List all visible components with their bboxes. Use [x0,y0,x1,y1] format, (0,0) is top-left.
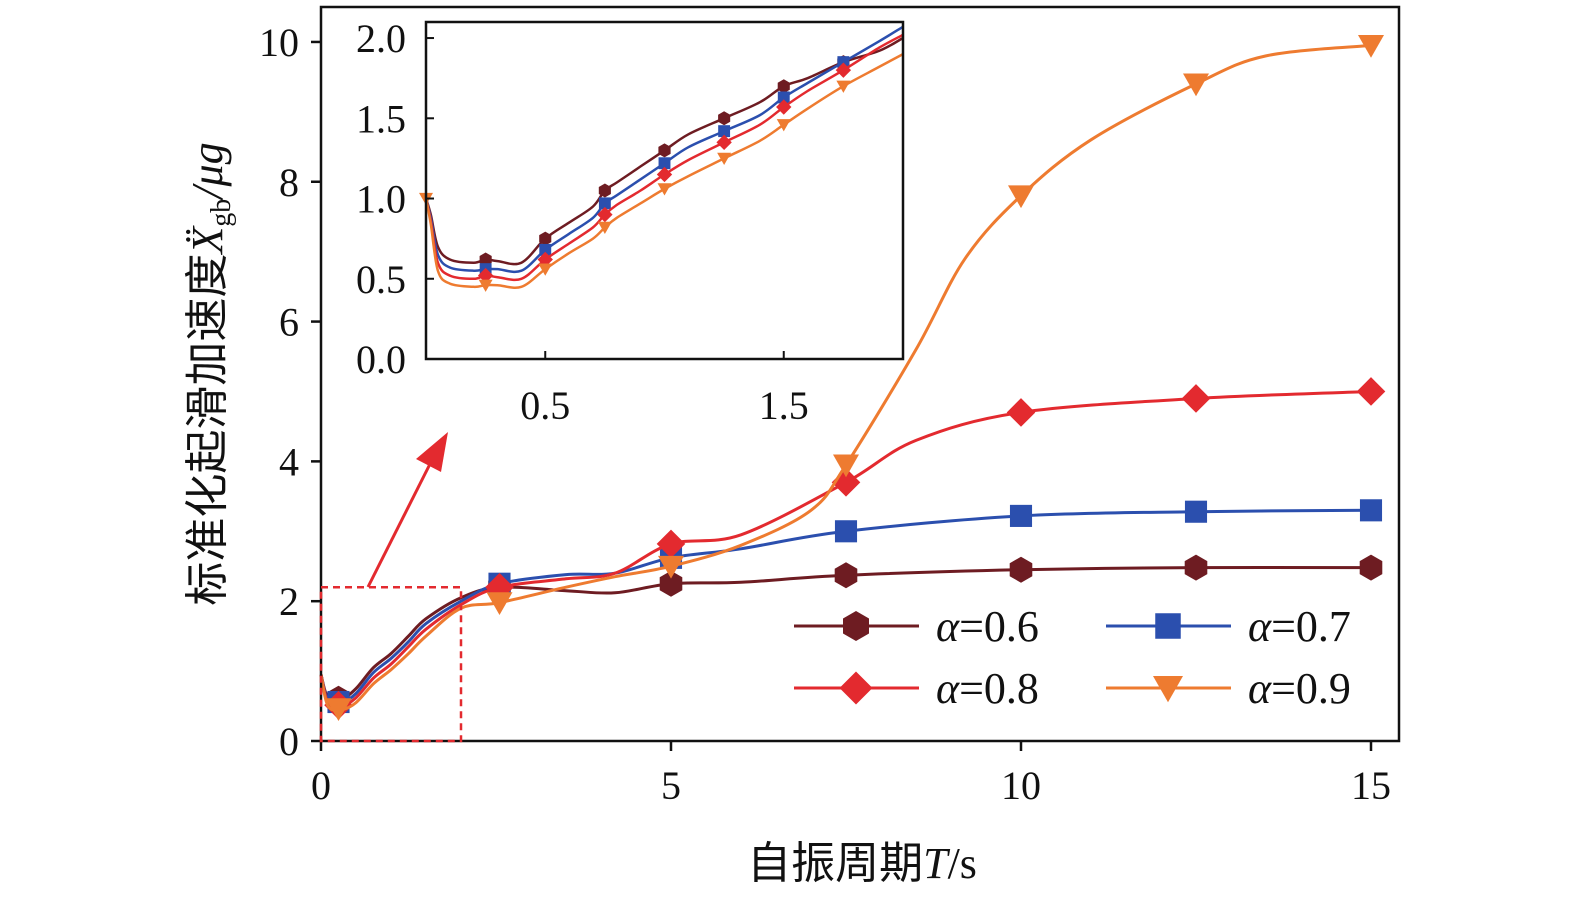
inset-x-tick-label: 1.5 [759,383,809,428]
y-tick-label: 2 [279,579,299,624]
inset-data-point-series-3 [716,134,732,151]
inset-data-point-series-2 [777,91,790,104]
inset-data-point-series-4 [657,183,672,196]
inset-data-point-series-1 [479,252,492,267]
data-point-series-4 [658,555,684,579]
legend-label: α=0.9 [1248,664,1351,713]
inset-data-point-series-4 [717,152,732,166]
inset-plot-area [419,25,904,292]
data-point-series-1 [1009,556,1033,583]
inset-data-point-series-1 [658,143,671,158]
inset-y-tick-label: 0.0 [356,337,406,382]
y-tick-label: 10 [259,20,299,65]
y-tick-label: 8 [279,160,299,205]
main-plot-frame [319,5,1401,743]
inset-data-point-series-1 [598,183,611,198]
data-point-series-1 [659,570,683,597]
data-point-series-3 [1181,384,1211,413]
legend-marker [1155,613,1181,639]
data-point-series-4 [1183,73,1209,97]
data-point-series-2 [834,520,858,543]
inset-data-point-series-3 [656,166,673,183]
inset-data-point-series-3 [776,99,792,115]
inset-data-point-series-2 [658,157,671,170]
legend-label: α=0.8 [936,664,1039,713]
data-point-series-3 [1356,377,1386,406]
series-line-3 [319,390,1372,709]
data-point-series-4 [325,698,352,722]
data-point-series-3 [831,468,861,497]
legend-marker [1153,676,1183,703]
data-point-series-2 [1184,500,1208,523]
inset-data-point-series-3 [835,62,852,78]
main-plot-area [319,35,1386,722]
inset-x-tick-label: 0.5 [520,383,570,428]
data-point-series-4 [1358,35,1384,58]
x-tick-label: 10 [1001,763,1041,808]
inset-data-point-series-4 [776,119,791,132]
inset-y-tick-label: 1.0 [356,177,406,222]
data-point-series-3 [656,529,686,559]
legend-label: α=0.7 [1248,602,1351,651]
zoom-region-box [319,585,463,743]
inset-data-point-series-2 [539,243,552,256]
zoom-arrow [366,432,448,588]
data-point-series-1 [1359,554,1383,581]
inset-data-point-series-2 [598,197,611,210]
data-point-series-1 [1184,554,1208,581]
y-tick-label: 6 [279,300,299,345]
legend: α=0.6 α=0.7 α=0.8 α=0.9 [794,602,1351,713]
data-point-series-1 [834,562,858,589]
inset-data-point-series-1 [539,231,552,246]
inset-y-tick-label: 0.5 [356,257,406,302]
legend-marker [843,611,869,641]
legend-marker [839,671,873,705]
data-point-series-4 [1008,185,1034,209]
data-point-series-4 [833,454,859,478]
inset-data-point-series-4 [538,263,553,276]
x-tick-label: 15 [1351,763,1391,808]
data-point-series-4 [486,592,513,615]
inset-data-point-series-2 [837,56,850,69]
legend-label: α=0.6 [936,602,1039,651]
x-tick-label: 5 [661,763,681,808]
inset-frame [424,20,905,361]
inset-data-point-series-4 [597,221,612,235]
inset-y-tick-label: 1.5 [356,96,406,141]
data-point-series-2 [1359,499,1383,522]
inset-data-point-series-1 [718,111,731,126]
main-axis-ticks: 0 5 10 15 0 2 4 6 8 10 [259,20,1391,808]
inset-data-point-series-1 [777,79,790,94]
inset-data-point-series-3 [477,267,494,284]
inset-data-point-series-4 [836,80,851,93]
data-point-series-3 [1006,398,1036,427]
inset-data-point-series-3 [597,206,613,223]
inset-data-point-series-4 [478,279,493,292]
data-point-series-2 [1009,504,1033,527]
inset-y-tick-label: 2.0 [356,16,406,61]
x-tick-label: 0 [311,763,331,808]
y-axis-label: 标准化起滑加速度Ẍgb/μg [183,142,237,605]
x-axis-label: 自振周期T/s [747,839,977,888]
y-tick-label: 0 [279,719,299,764]
y-tick-label: 4 [279,439,299,484]
inset-data-point-series-3 [537,251,553,268]
inset-axis-ticks: 0.5 1.5 0.0 0.5 1.0 1.5 2.0 [356,16,809,428]
inset-data-point-series-2 [718,125,731,138]
